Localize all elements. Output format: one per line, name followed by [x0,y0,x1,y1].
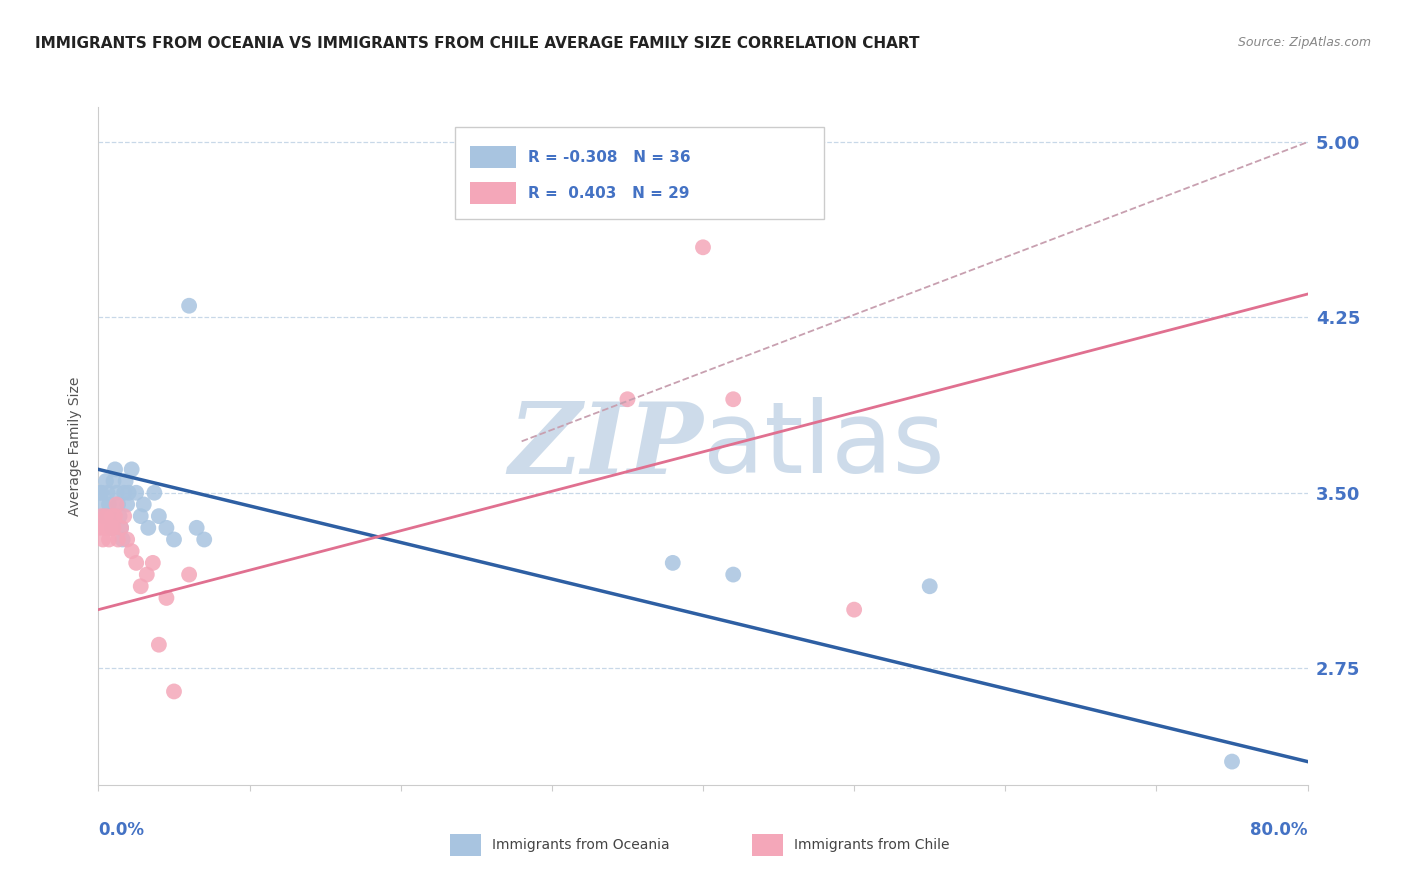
Point [93,509,115,524]
Point [121,462,143,476]
Point [96,521,118,535]
Point [155,591,177,605]
Point [723,567,745,582]
Point [118,485,141,500]
Point [105,485,128,500]
Point [918,579,941,593]
Point [115,498,138,512]
Point [136,521,159,535]
Point [163,684,186,698]
Point [179,299,201,313]
Point [186,521,208,535]
Point [89,485,111,500]
FancyBboxPatch shape [456,128,824,219]
Point [98,533,121,547]
Text: Immigrants from Chile: Immigrants from Chile [794,838,950,852]
Point [100,521,122,535]
Point [112,485,135,500]
Point [129,579,152,593]
Text: 80.0%: 80.0% [1250,821,1308,838]
Point [193,533,215,547]
Bar [470,182,516,204]
Point [98,498,121,512]
Point [96,485,118,500]
Point [125,485,148,500]
Point [107,498,129,512]
Point [155,521,177,535]
Point [100,509,122,524]
Point [135,567,157,582]
Point [723,392,745,407]
Point [110,521,132,535]
Point [143,485,166,500]
Point [110,521,132,535]
Point [132,498,155,512]
Point [112,509,135,524]
Text: R = -0.308   N = 36: R = -0.308 N = 36 [527,150,690,165]
Point [114,474,136,488]
Point [107,533,129,547]
Point [148,638,170,652]
Point [661,556,683,570]
Point [101,509,124,524]
Point [93,521,115,535]
Point [616,392,638,407]
Point [91,533,114,547]
Point [91,498,114,512]
Point [90,509,112,524]
Point [844,602,866,616]
Point [121,544,143,558]
Point [104,509,127,524]
Point [108,509,131,524]
Text: Source: ZipAtlas.com: Source: ZipAtlas.com [1237,36,1371,49]
Point [148,509,170,524]
Y-axis label: Average Family Size: Average Family Size [69,376,83,516]
Point [94,509,117,524]
Point [115,533,138,547]
Text: R =  0.403   N = 29: R = 0.403 N = 29 [527,186,689,201]
Text: atlas: atlas [703,398,945,494]
Point [179,567,201,582]
Point [94,474,117,488]
Point [103,521,125,535]
Point [142,556,165,570]
Point [1220,755,1243,769]
Bar [470,146,516,168]
Point [101,521,124,535]
Text: Immigrants from Oceania: Immigrants from Oceania [492,838,669,852]
Text: IMMIGRANTS FROM OCEANIA VS IMMIGRANTS FROM CHILE AVERAGE FAMILY SIZE CORRELATION: IMMIGRANTS FROM OCEANIA VS IMMIGRANTS FR… [35,36,920,51]
Point [692,240,714,254]
Point [105,498,128,512]
Text: 0.0%: 0.0% [98,821,145,838]
Point [104,462,127,476]
Point [90,485,112,500]
Point [163,533,186,547]
Text: ZIP: ZIP [508,398,703,494]
Point [129,509,152,524]
Point [125,556,148,570]
Point [89,521,111,535]
Point [111,533,134,547]
Point [103,474,125,488]
